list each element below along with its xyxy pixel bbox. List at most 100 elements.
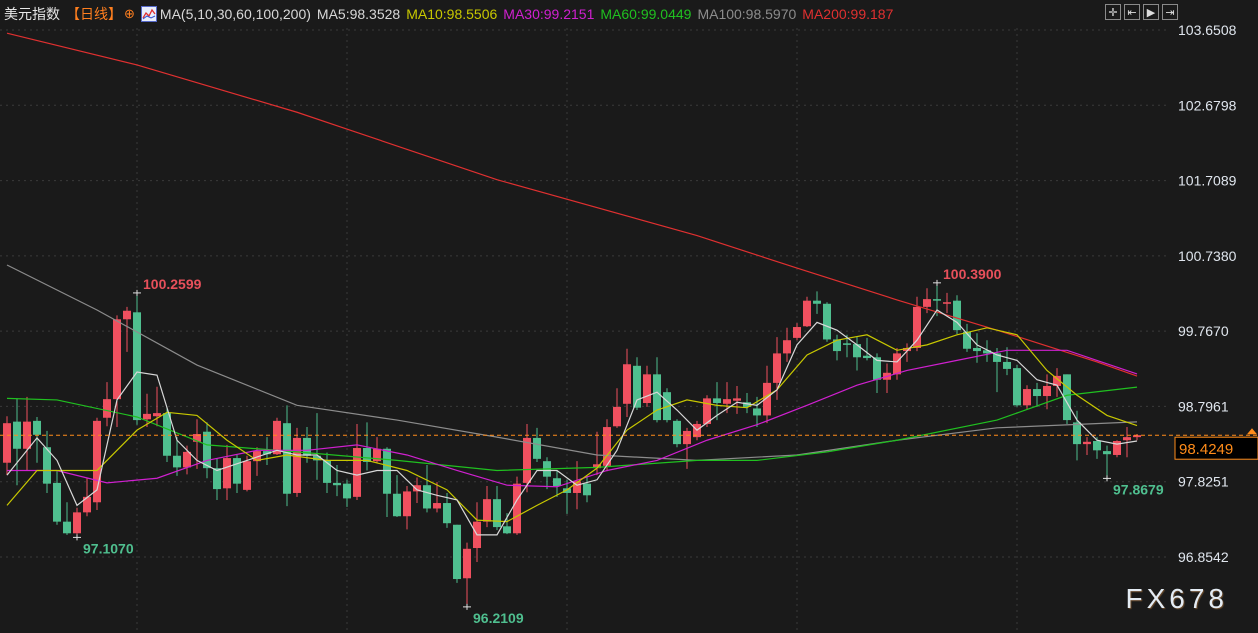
candle-body — [1083, 441, 1091, 445]
extreme-label: 96.2109 — [473, 610, 524, 626]
candle — [1103, 445, 1111, 479]
candle — [833, 334, 841, 361]
candle — [643, 365, 651, 407]
last-price-label: 98.4249 — [1179, 441, 1233, 458]
candle-body — [783, 340, 791, 354]
candle — [433, 482, 441, 513]
candle-body — [1113, 441, 1121, 455]
candle — [673, 419, 681, 448]
candle — [63, 502, 71, 535]
candle — [613, 388, 621, 428]
ma100-value: MA100:98.5970 — [697, 6, 797, 22]
candle — [633, 357, 641, 411]
candle — [1113, 440, 1121, 458]
candle — [873, 353, 881, 393]
exit-icon[interactable]: ⇥ — [1162, 4, 1178, 20]
candle-body — [453, 524, 461, 580]
candle-body — [593, 464, 601, 469]
candle — [703, 395, 711, 428]
candle-body — [283, 423, 291, 494]
candle-body — [803, 300, 811, 327]
y-tick-label: 100.7380 — [1178, 248, 1237, 264]
candle-body — [1033, 389, 1041, 397]
crosshair-icon[interactable]: ✛ — [1105, 4, 1121, 20]
candle-body — [583, 483, 591, 496]
candle-body — [903, 347, 911, 352]
y-tick-label: 103.6508 — [1178, 22, 1237, 38]
candle-body — [33, 420, 41, 435]
candle-body — [1093, 441, 1101, 451]
candle-body — [723, 399, 731, 404]
candle-body — [333, 482, 341, 486]
candle-body — [483, 499, 491, 522]
candle-body — [363, 447, 371, 462]
candle — [293, 427, 301, 497]
candle-body — [293, 437, 301, 493]
candle — [1013, 365, 1021, 407]
extreme-label: 97.1070 — [83, 540, 134, 556]
zoom-range-icon[interactable]: ⇤ — [1124, 4, 1140, 20]
candle-body — [993, 353, 1001, 362]
candle — [1023, 385, 1031, 411]
candle — [383, 447, 391, 518]
candle-body — [433, 503, 441, 509]
candle — [313, 413, 321, 480]
candle-body — [1013, 368, 1021, 406]
candle-body — [1023, 389, 1031, 406]
candle-body — [873, 357, 881, 380]
candle-body — [553, 478, 561, 486]
candle — [553, 470, 561, 497]
candle — [493, 485, 501, 531]
candle-body — [523, 437, 531, 483]
candle — [93, 417, 101, 511]
candle-body — [573, 481, 581, 493]
candle — [543, 457, 551, 490]
candle — [823, 302, 831, 342]
candle — [33, 416, 41, 463]
candle-body — [213, 468, 221, 490]
candle-body — [1043, 385, 1051, 397]
candle — [1043, 374, 1051, 410]
candle-body — [893, 353, 901, 375]
candle-body — [833, 339, 841, 352]
y-tick-label: 99.7670 — [1178, 323, 1229, 339]
candle-body — [1063, 374, 1071, 421]
candle-body — [823, 303, 831, 340]
candle — [743, 392, 751, 414]
candle — [973, 333, 981, 363]
candle-body — [143, 413, 151, 420]
candle — [513, 476, 521, 535]
candle-body — [933, 299, 941, 301]
candle — [473, 502, 481, 562]
candle — [253, 447, 261, 476]
candle — [563, 479, 571, 514]
candle-body — [563, 488, 571, 493]
ma100-line — [6, 264, 1138, 462]
candle — [723, 382, 731, 414]
candle-body — [313, 455, 321, 461]
candle — [243, 455, 251, 492]
candle-body — [963, 331, 971, 349]
ma5-value: MA5:98.3528 — [316, 6, 401, 22]
candle — [283, 405, 291, 507]
y-tick-label: 102.6798 — [1178, 97, 1237, 113]
candle — [133, 292, 141, 425]
candle-body — [183, 451, 191, 468]
candle — [803, 296, 811, 328]
candle-body — [373, 448, 381, 462]
candle-body — [513, 483, 521, 534]
ma-indicator-icon[interactable] — [140, 6, 157, 22]
ma200-line — [6, 32, 1138, 377]
instrument-title: 美元指数 — [4, 6, 60, 22]
candle — [403, 485, 411, 530]
candle — [13, 398, 21, 486]
candle — [983, 340, 991, 362]
target-icon[interactable]: ⊕ — [124, 6, 135, 21]
candle — [273, 417, 281, 455]
candle-body — [673, 420, 681, 445]
candle — [323, 452, 331, 493]
period-selector[interactable]: 【日线】 — [66, 6, 122, 22]
ma5-line — [6, 309, 1138, 536]
play-icon[interactable]: ▶ — [1143, 4, 1159, 20]
